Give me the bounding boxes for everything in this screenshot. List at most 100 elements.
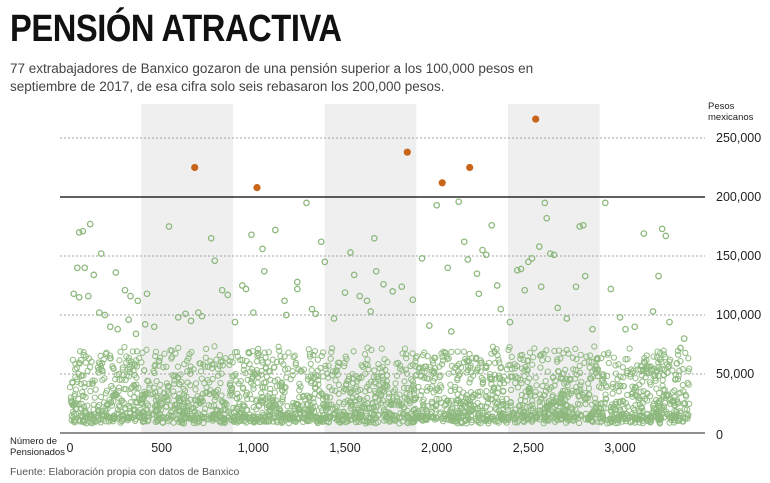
point-cloud-dot	[380, 376, 387, 383]
point-cloud-dot	[400, 410, 407, 417]
point-cloud-dot	[267, 376, 274, 383]
point-cloud-dot	[338, 416, 345, 424]
point-cloud-dot	[213, 406, 220, 413]
point-cloud-dot	[243, 357, 250, 365]
point-cloud-dot	[275, 343, 282, 350]
point-cloud-dot	[150, 411, 157, 418]
point-cloud-dot	[125, 354, 133, 362]
scatter-point	[473, 270, 481, 278]
point-cloud-dot	[494, 352, 501, 359]
point-cloud-dot	[514, 384, 522, 391]
point-cloud-dot	[278, 379, 286, 387]
point-cloud-dot	[612, 370, 620, 377]
point-cloud-dot	[634, 393, 641, 400]
point-cloud-dot	[401, 404, 408, 411]
point-cloud-dot	[448, 348, 455, 356]
point-cloud-dot	[637, 388, 644, 396]
point-cloud-dot	[190, 404, 197, 412]
point-cloud-dot	[306, 393, 314, 400]
point-cloud-dot	[279, 394, 287, 401]
point-cloud-dot	[653, 385, 660, 392]
x-tick-label: 2,500	[513, 441, 544, 455]
point-cloud-dot	[379, 363, 386, 371]
point-cloud-dot	[227, 379, 234, 387]
point-cloud-dot	[116, 357, 123, 364]
point-cloud-dot	[545, 416, 552, 424]
point-cloud-dot	[156, 354, 164, 361]
point-cloud-dot	[279, 418, 286, 425]
point-cloud-dot	[113, 391, 120, 398]
point-cloud-dot	[319, 396, 327, 403]
point-cloud-dot	[492, 418, 499, 425]
point-cloud-dot	[565, 350, 572, 357]
point-cloud-dot	[572, 345, 579, 353]
point-cloud-dot	[452, 415, 460, 422]
point-cloud-dot	[467, 375, 474, 383]
point-cloud-dot	[598, 371, 605, 378]
point-cloud-dot	[522, 393, 529, 400]
point-cloud-dot	[302, 416, 309, 423]
point-cloud-dot	[202, 389, 209, 397]
point-cloud-dot	[223, 401, 230, 408]
point-cloud-dot	[400, 384, 408, 392]
scatter-point	[607, 285, 615, 293]
point-cloud-dot	[368, 346, 375, 354]
point-cloud-dot	[634, 362, 641, 369]
point-cloud-dot	[323, 395, 330, 402]
scatter-point	[572, 283, 580, 291]
point-cloud-dot	[456, 408, 463, 415]
scatter-point	[81, 264, 89, 272]
point-cloud-dot	[518, 365, 526, 372]
point-cloud-dot	[91, 394, 98, 401]
point-cloud-dot	[409, 378, 416, 385]
scatter-point	[513, 266, 521, 274]
point-cloud-dot	[383, 378, 390, 385]
point-cloud-dot	[300, 392, 307, 400]
point-cloud-dot	[291, 352, 298, 359]
point-cloud-dot	[69, 356, 77, 364]
point-cloud-dot	[589, 412, 596, 419]
point-cloud-dot	[524, 357, 532, 364]
point-cloud-dot	[495, 356, 502, 363]
point-cloud-dot	[240, 366, 247, 374]
point-cloud-dot	[433, 395, 440, 403]
scatter-point	[75, 229, 83, 236]
point-cloud-dot	[569, 354, 577, 361]
point-cloud-dot	[80, 349, 87, 356]
point-cloud-dot	[635, 397, 642, 404]
point-cloud-dot	[675, 390, 682, 397]
point-cloud-dot	[145, 416, 152, 424]
point-cloud-dot	[562, 409, 569, 416]
point-cloud-dot	[318, 390, 325, 397]
point-cloud-dot	[301, 396, 308, 403]
point-cloud-dot	[170, 373, 178, 380]
point-cloud-dot	[76, 360, 83, 367]
point-cloud-dot	[80, 416, 87, 423]
scatter-point	[141, 321, 149, 328]
scatter-point	[198, 312, 206, 320]
scatter-point	[622, 325, 629, 333]
point-cloud-dot	[594, 401, 602, 408]
point-cloud-dot	[560, 370, 567, 377]
point-cloud-dot	[370, 412, 377, 419]
point-cloud-dot	[475, 410, 482, 417]
scatter-point	[259, 245, 266, 253]
point-cloud-dot	[125, 373, 133, 380]
point-cloud-dot	[554, 367, 562, 375]
point-cloud-dot	[180, 401, 187, 408]
point-cloud-dot	[333, 367, 340, 374]
point-cloud-dot	[443, 353, 450, 360]
point-cloud-dot	[410, 390, 418, 398]
scatter-point	[455, 198, 463, 206]
point-cloud-dot	[517, 408, 524, 415]
point-cloud-dot	[264, 359, 271, 366]
scatter-point	[433, 201, 441, 209]
point-cloud-dot	[290, 353, 297, 361]
point-cloud-dot	[180, 411, 188, 419]
point-cloud-dot	[472, 354, 480, 361]
point-cloud-dot	[70, 410, 78, 418]
scatter-point	[260, 267, 268, 275]
point-cloud-dot	[646, 379, 654, 386]
point-cloud-dot	[69, 379, 76, 386]
point-cloud-dot	[411, 396, 419, 403]
